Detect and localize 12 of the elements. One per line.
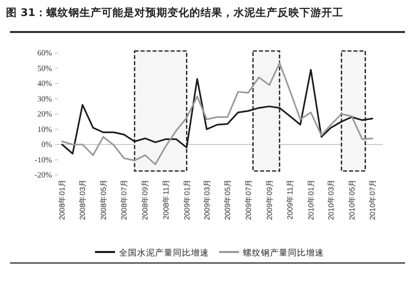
y-tick-label: 20%: [37, 110, 52, 119]
y-tick-label: 0%: [41, 140, 52, 150]
legend-label: 全国水泥产量同比增速: [119, 248, 209, 258]
y-tick-label: 40%: [37, 79, 52, 88]
y-tick-label: 60%: [37, 48, 52, 58]
y-tick-label: -20%: [34, 170, 52, 180]
y-tick-label: 10%: [37, 124, 52, 134]
y-tick-label: 30%: [37, 94, 52, 104]
chart-title: 图 31：螺纹钢生产可能是对预期变化的结果，水泥生产反映下游开工: [6, 6, 344, 19]
legend-label: 螺纹钢产量同比增速: [243, 248, 324, 258]
y-tick-label: -10%: [34, 155, 52, 164]
y-tick-label: 50%: [37, 64, 52, 73]
